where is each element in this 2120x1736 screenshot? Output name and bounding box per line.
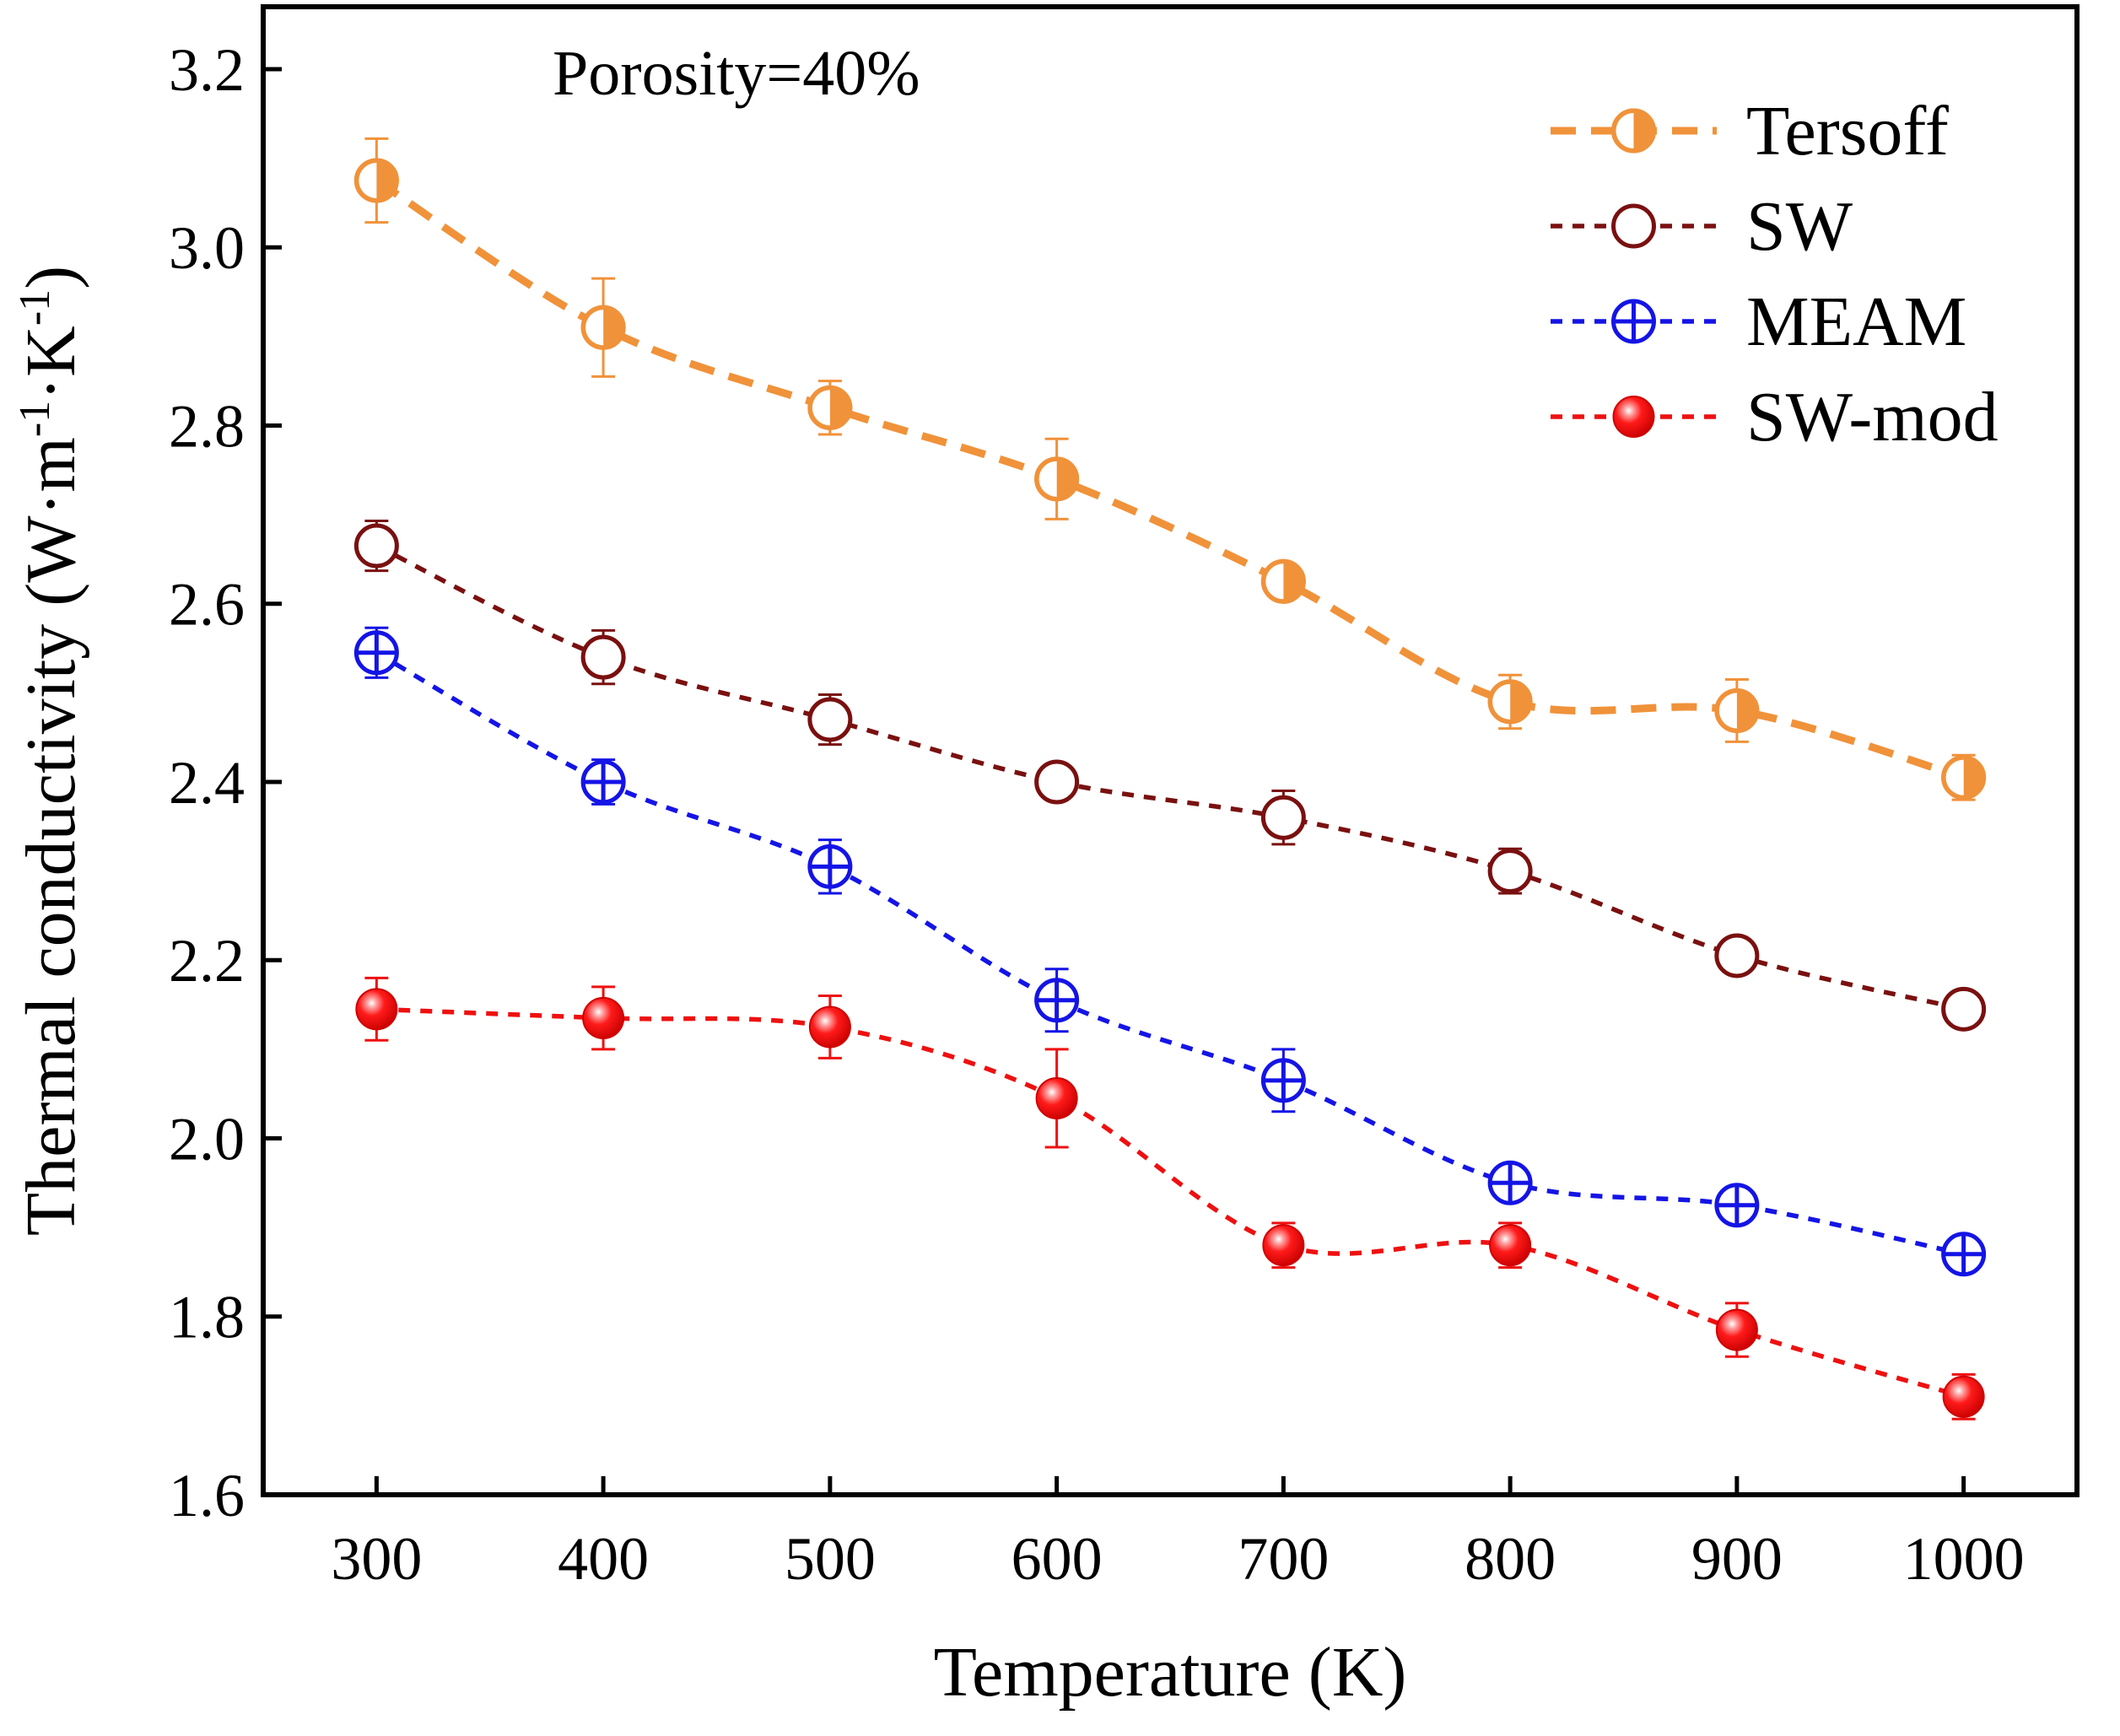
data-point-marker [1034, 759, 1080, 805]
data-point-marker [807, 385, 853, 430]
y-tick-label: 2.6 [169, 571, 245, 639]
x-tick-label: 900 [1691, 1525, 1783, 1593]
y-axis-title-sup2: -1 [11, 289, 59, 326]
y-tick-label: 2.0 [169, 1105, 245, 1173]
data-point-marker [1714, 933, 1760, 979]
y-tick-label: 1.8 [169, 1284, 245, 1351]
y-tick-label: 3.0 [169, 214, 245, 282]
y-axis-title-sup1: -1 [11, 401, 59, 437]
x-tick-label: 400 [558, 1525, 649, 1593]
series-sw-mod [355, 976, 1985, 1421]
data-point-marker [1260, 795, 1306, 840]
data-point-marker [1489, 1224, 1532, 1267]
data-point-marker [1941, 1232, 1987, 1277]
x-axis-title: Temperature (K) [934, 1633, 1407, 1712]
x-tick-label: 600 [1011, 1525, 1103, 1593]
legend-label: Tersoff [1746, 92, 1949, 170]
legend-marker [1612, 396, 1655, 438]
x-tick-label: 300 [331, 1525, 422, 1593]
series-meam [353, 626, 1987, 1277]
y-tick-label: 1.6 [169, 1462, 245, 1529]
data-point-marker [580, 305, 626, 350]
legend-item: SW-mod [1551, 378, 1999, 456]
x-axis-ticks: 300 400 500 600 700 800 900 1000 [331, 1476, 2025, 1593]
data-point-marker [1714, 687, 1760, 733]
data-point-marker [1035, 1076, 1078, 1119]
data-point-marker [1487, 679, 1533, 725]
legend-item: MEAM [1551, 283, 1966, 361]
legend-item: SW [1551, 187, 1853, 266]
x-tick-label: 800 [1465, 1525, 1556, 1593]
y-axis-title-suffix: ) [12, 266, 90, 289]
y-tick-label: 2.8 [169, 392, 245, 460]
y-axis-title: Thermal conductivity (W·m-1·K-1) [11, 266, 90, 1236]
data-point-marker [580, 634, 626, 680]
data-point-marker [808, 1005, 851, 1049]
data-point-marker [1260, 1058, 1306, 1103]
legend-marker [1611, 203, 1656, 249]
data-point-marker [1262, 1224, 1305, 1267]
y-tick-label: 3.2 [169, 36, 245, 104]
legend-label: SW-mod [1746, 378, 1999, 456]
data-point-marker [1034, 456, 1080, 502]
y-axis-title-prefix: Thermal conductivity (W·m [12, 437, 90, 1236]
plot-frame [261, 4, 2080, 1497]
series-line [376, 1006, 1965, 1399]
legend-marker [1611, 108, 1656, 154]
series-layer [353, 137, 1987, 1421]
data-point-marker [582, 996, 625, 1039]
data-point-marker [1942, 1375, 1985, 1418]
legend-label: MEAM [1746, 283, 1966, 361]
data-point-marker [1715, 1308, 1758, 1351]
x-tick-label: 1000 [1903, 1525, 2025, 1593]
y-axis-title-middle: ·K [12, 326, 90, 401]
data-point-marker [355, 988, 398, 1031]
series-line [375, 650, 1965, 1257]
data-point-marker [807, 844, 853, 889]
data-point-marker [353, 630, 399, 676]
y-tick-label: 2.2 [169, 927, 245, 995]
data-point-marker [1487, 1160, 1533, 1205]
legend-label: SW [1746, 187, 1853, 266]
data-point-marker [1260, 558, 1306, 604]
legend-marker [1611, 299, 1656, 344]
data-point-marker [807, 697, 853, 742]
data-point-marker [353, 158, 399, 203]
legend: Tersoff SW MEAM SW-mod [1551, 92, 1999, 456]
data-point-marker [1034, 978, 1080, 1023]
y-axis-ticks: 1.6 1.8 2.0 2.2 2.4 2.6 2.8 3.0 3.2 [169, 36, 282, 1529]
legend-item: Tersoff [1551, 92, 1949, 170]
data-point-marker [1941, 986, 1987, 1032]
data-point-marker [580, 759, 626, 805]
data-point-marker [353, 523, 399, 569]
y-tick-label: 2.4 [169, 749, 245, 817]
series-sw [353, 519, 1987, 1032]
series-line [374, 177, 1965, 782]
porosity-annotation: Porosity=40% [553, 38, 920, 109]
series-tersoff [353, 137, 1987, 801]
data-point-marker [1941, 755, 1987, 801]
x-tick-label: 500 [785, 1525, 876, 1593]
data-point-marker [1714, 1183, 1760, 1228]
x-tick-label: 700 [1238, 1525, 1329, 1593]
data-point-marker [1487, 849, 1533, 894]
